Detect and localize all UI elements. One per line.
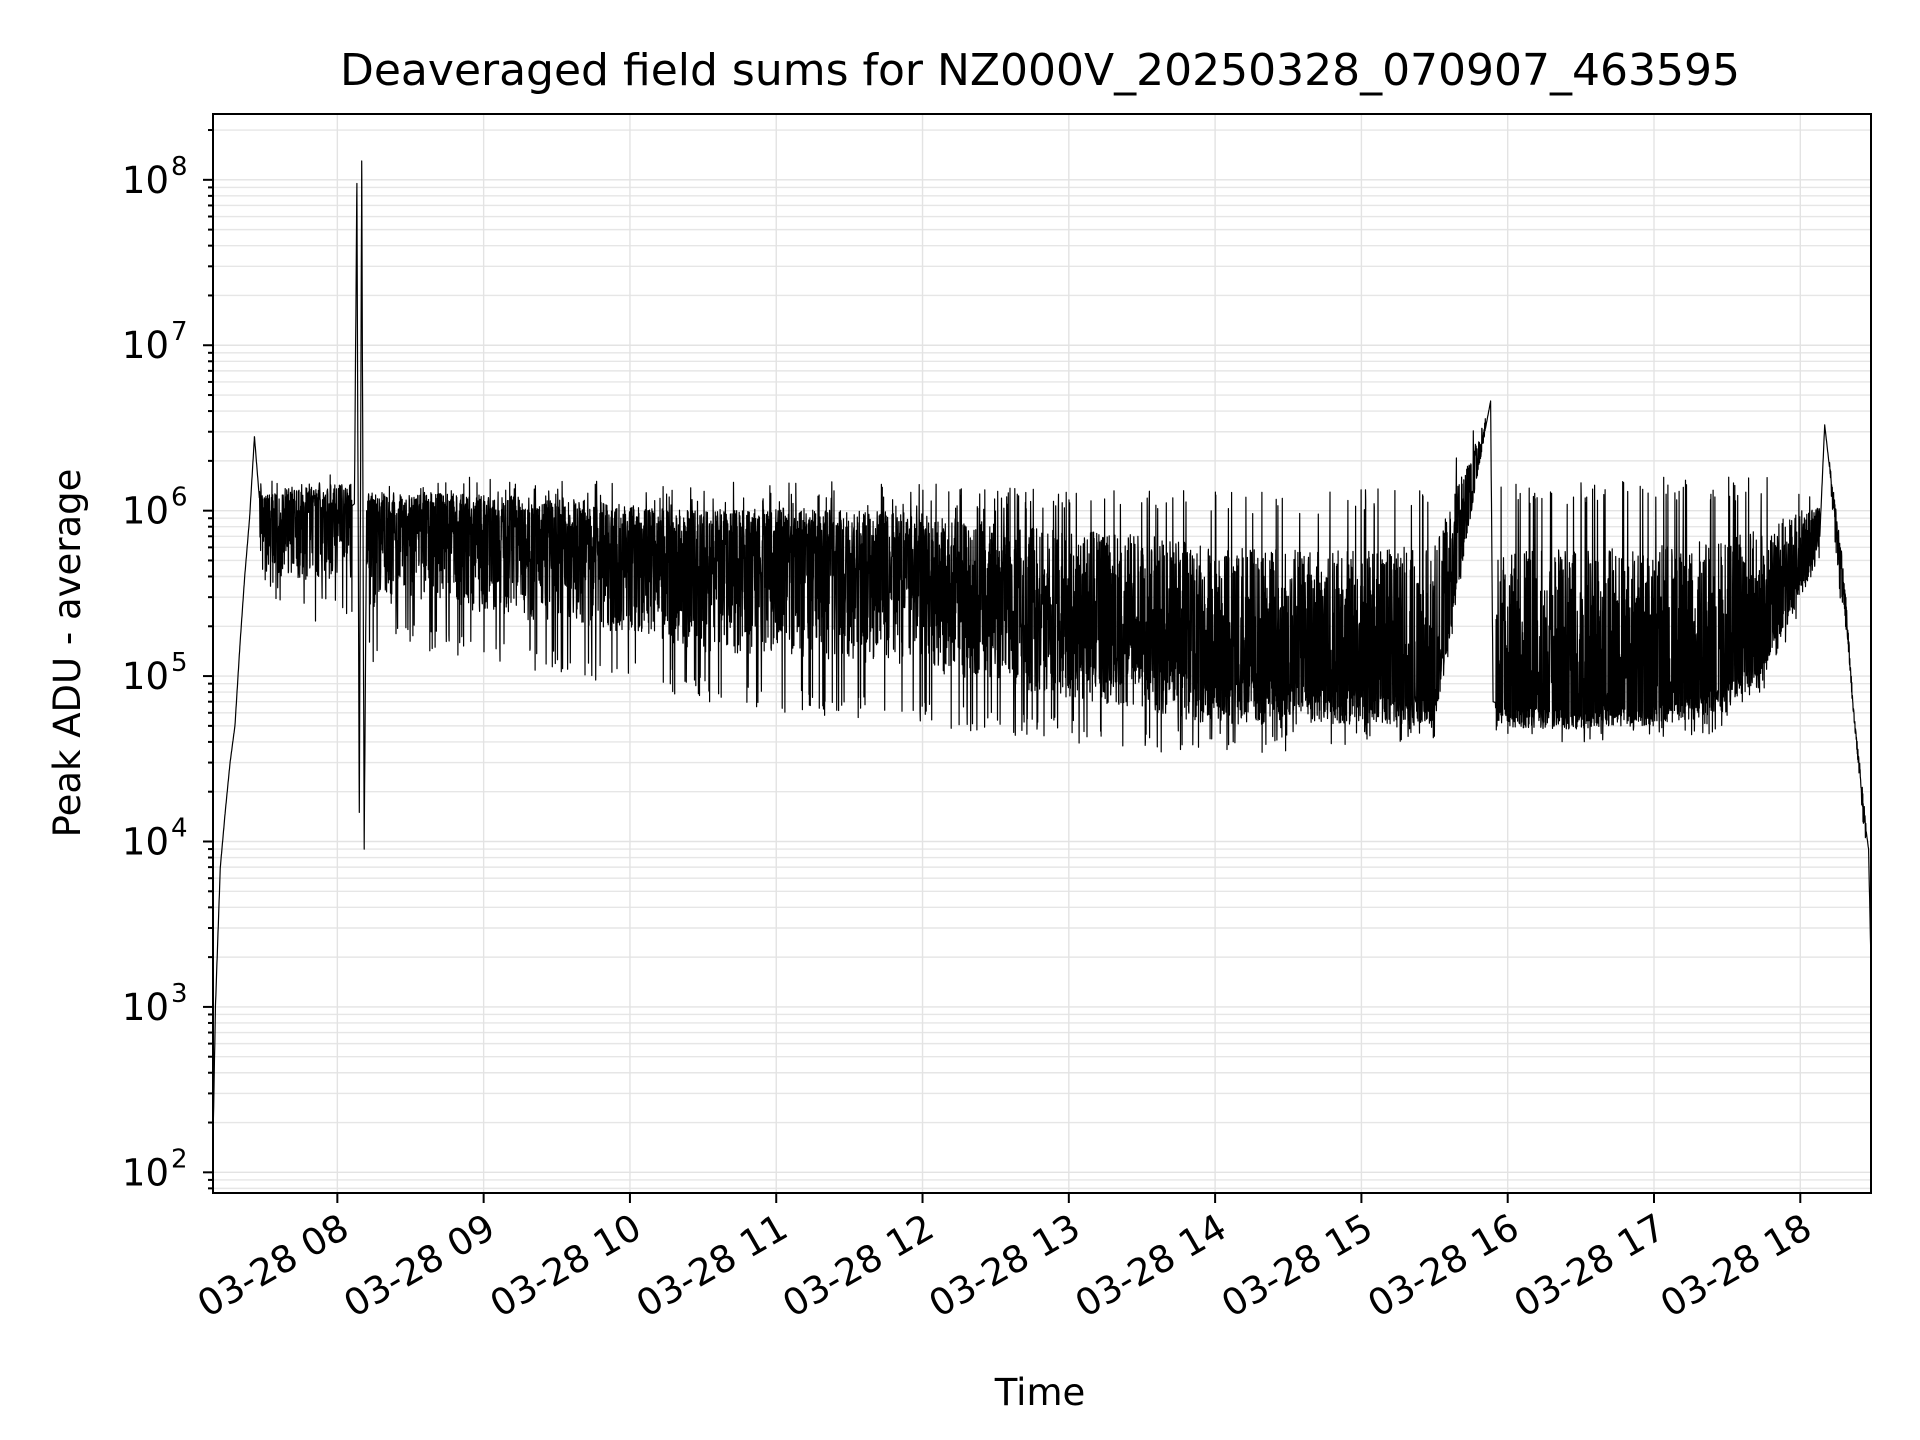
series-layer [212, 160, 1872, 1144]
grid-layer [213, 114, 1871, 1193]
x-axis-label: Time [994, 1371, 1086, 1414]
y-axis-label: Peak ADU - average [46, 469, 89, 838]
y-tick-exponent: 8 [171, 152, 188, 182]
y-tick-exponent: 3 [171, 979, 188, 1009]
y-tick-exponent: 2 [171, 1144, 188, 1174]
y-tick-exponent: 5 [171, 648, 188, 678]
y-tick-label: 10 [122, 490, 169, 533]
y-tick-exponent: 7 [171, 317, 188, 347]
y-tick-exponent: 6 [171, 483, 188, 513]
y-tick-exponent: 4 [171, 813, 188, 843]
y-tick-label: 10 [122, 159, 169, 202]
chart-title: Deaveraged field sums for NZ000V_2025032… [340, 45, 1740, 96]
series-line [212, 160, 1872, 1144]
y-tick-label: 10 [122, 1151, 169, 1194]
y-tick-label: 10 [122, 324, 169, 367]
y-tick-label: 10 [122, 655, 169, 698]
y-tick-label: 10 [122, 820, 169, 863]
y-tick-label: 10 [122, 986, 169, 1029]
plot-frame [212, 113, 1872, 1194]
